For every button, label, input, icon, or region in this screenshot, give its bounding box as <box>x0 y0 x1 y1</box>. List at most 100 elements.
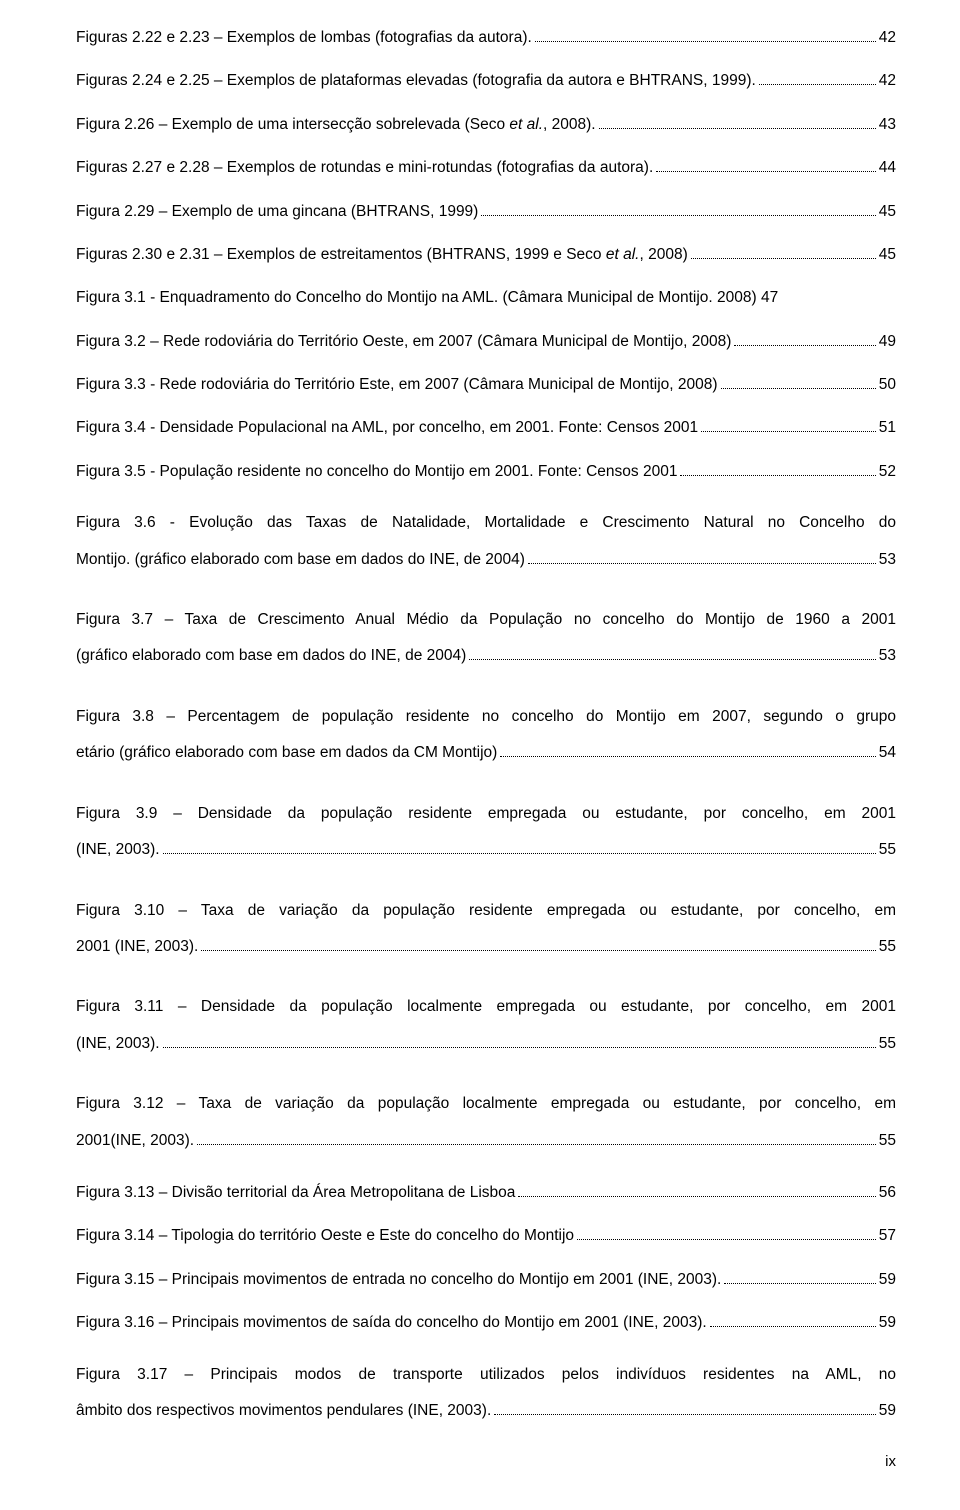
figure-entry-label: Figuras 2.24 e 2.25 – Exemplos de plataf… <box>76 71 756 90</box>
figure-entry-page: 43 <box>879 115 896 134</box>
figure-entry-page: 49 <box>879 332 896 351</box>
page-number-footer: ix <box>76 1453 896 1470</box>
figure-entry-page: 59 <box>879 1393 896 1429</box>
figure-entry-page: 42 <box>879 71 896 90</box>
leader-dots <box>599 116 876 129</box>
figure-entry-lastline: etário (gráfico elaborado com base em da… <box>76 735 896 771</box>
leader-dots <box>656 160 875 173</box>
figure-entry-page: 51 <box>879 418 896 437</box>
figure-entry-page: 56 <box>879 1183 896 1202</box>
figure-entry-page: 55 <box>879 1026 896 1062</box>
figure-entry-lastline: Montijo. (gráfico elaborado com base em … <box>76 542 896 578</box>
figure-entry-label: Figura 3.15 – Principais movimentos de e… <box>76 1270 721 1289</box>
leader-dots <box>500 745 875 758</box>
figure-entry-label: Figura 3.5 - População residente no conc… <box>76 462 677 481</box>
figure-entry-lead: Figura 3.17 – Principais modos de transp… <box>76 1357 896 1393</box>
figure-entry-label: Figura 3.1 - Enquadramento do Concelho d… <box>76 288 778 307</box>
figure-entry: Figura 3.6 - Evolução das Taxas de Natal… <box>76 505 896 578</box>
figure-entry-page: 53 <box>879 542 896 578</box>
figure-entry-page: 59 <box>879 1270 896 1289</box>
figure-entry-label: Figura 3.2 – Rede rodoviária do Territór… <box>76 332 731 351</box>
figure-entry: Figura 3.5 - População residente no conc… <box>76 462 896 481</box>
figure-entry-page: 55 <box>879 929 896 965</box>
figure-entry-lead: Figura 3.9 – Densidade da população resi… <box>76 796 896 832</box>
figure-entry-lastline: 2001(INE, 2003). 55 <box>76 1123 896 1159</box>
figure-entry-lastline: (INE, 2003). 55 <box>76 1026 896 1062</box>
figure-entry: Figura 2.26 – Exemplo de uma intersecção… <box>76 115 896 134</box>
figure-entry-page: 54 <box>879 735 896 771</box>
figure-entry: Figura 2.29 – Exemplo de uma gincana (BH… <box>76 202 896 221</box>
leader-dots <box>494 1402 875 1415</box>
figure-entry-page: 52 <box>879 462 896 481</box>
figure-entry-tail: 2001 (INE, 2003). <box>76 929 198 965</box>
figure-entry-label: Figuras 2.30 e 2.31 – Exemplos de estrei… <box>76 245 688 264</box>
figure-entry: Figura 3.7 – Taxa de Crescimento Anual M… <box>76 602 896 675</box>
leader-dots <box>469 648 875 661</box>
figure-entry-label: Figura 3.4 - Densidade Populacional na A… <box>76 418 698 437</box>
figure-entry-page: 55 <box>879 832 896 868</box>
figure-entry-lead: Figura 3.8 – Percentagem de população re… <box>76 699 896 735</box>
leader-dots <box>163 841 876 854</box>
figure-entry: Figuras 2.27 e 2.28 – Exemplos de rotund… <box>76 158 896 177</box>
figure-entry: Figura 3.8 – Percentagem de população re… <box>76 699 896 772</box>
figure-entry: Figura 3.11 – Densidade da população loc… <box>76 989 896 1062</box>
figure-entry: Figura 3.4 - Densidade Populacional na A… <box>76 418 896 437</box>
figure-entry-label: Figura 3.16 – Principais movimentos de s… <box>76 1313 707 1332</box>
figure-entry: Figura 3.15 – Principais movimentos de e… <box>76 1270 896 1289</box>
figure-entry-lead: Figura 3.11 – Densidade da população loc… <box>76 989 896 1025</box>
page-content: Figuras 2.22 e 2.23 – Exemplos de lombas… <box>0 0 960 1510</box>
leader-dots <box>724 1271 875 1284</box>
leader-dots <box>577 1228 876 1241</box>
figure-entry-page: 59 <box>879 1313 896 1332</box>
figure-entry-tail: Montijo. (gráfico elaborado com base em … <box>76 542 525 578</box>
leader-dots <box>680 463 875 476</box>
leader-dots <box>535 29 876 42</box>
leader-dots <box>721 376 876 389</box>
figure-entry-page: 44 <box>879 158 896 177</box>
figure-entry: Figura 3.3 - Rede rodoviária do Territór… <box>76 375 896 394</box>
leader-dots <box>481 203 875 216</box>
leader-dots <box>710 1315 876 1328</box>
leader-dots <box>518 1184 875 1197</box>
figure-entry: Figura 3.10 – Taxa de variação da popula… <box>76 893 896 966</box>
leader-dots <box>734 333 875 346</box>
figure-entry-label: Figura 2.29 – Exemplo de uma gincana (BH… <box>76 202 478 221</box>
figure-entry: Figuras 2.24 e 2.25 – Exemplos de plataf… <box>76 71 896 90</box>
figure-entry: Figura 3.9 – Densidade da população resi… <box>76 796 896 869</box>
figure-entry-page: 50 <box>879 375 896 394</box>
figure-entry-label: Figura 3.13 – Divisão territorial da Áre… <box>76 1183 515 1202</box>
figure-entry-lead: Figura 3.7 – Taxa de Crescimento Anual M… <box>76 602 896 638</box>
figure-entry-tail: âmbito dos respectivos movimentos pendul… <box>76 1393 491 1429</box>
figure-entry-tail: 2001(INE, 2003). <box>76 1123 194 1159</box>
figure-entry-lastline: (gráfico elaborado com base em dados do … <box>76 638 896 674</box>
figure-entry-tail: etário (gráfico elaborado com base em da… <box>76 735 497 771</box>
figure-entry-label: Figuras 2.27 e 2.28 – Exemplos de rotund… <box>76 158 653 177</box>
figure-entry-lead: Figura 3.6 - Evolução das Taxas de Natal… <box>76 505 896 541</box>
figure-entry: Figura 3.17 – Principais modos de transp… <box>76 1357 896 1430</box>
figure-entry: Figura 3.1 - Enquadramento do Concelho d… <box>76 288 896 307</box>
figure-entry-tail: (gráfico elaborado com base em dados do … <box>76 638 466 674</box>
figure-entry: Figuras 2.30 e 2.31 – Exemplos de estrei… <box>76 245 896 264</box>
figure-list: Figuras 2.22 e 2.23 – Exemplos de lombas… <box>76 28 896 1429</box>
leader-dots <box>197 1132 876 1145</box>
figure-entry: Figura 3.12 – Taxa de variação da popula… <box>76 1086 896 1159</box>
figure-entry-tail: (INE, 2003). <box>76 832 160 868</box>
figure-entry-page: 45 <box>879 245 896 264</box>
figure-entry: Figura 3.2 – Rede rodoviária do Territór… <box>76 332 896 351</box>
figure-entry-label: Figura 3.3 - Rede rodoviária do Territór… <box>76 375 718 394</box>
figure-entry-lastline: (INE, 2003). 55 <box>76 832 896 868</box>
figure-entry-page: 53 <box>879 638 896 674</box>
figure-entry: Figura 3.16 – Principais movimentos de s… <box>76 1313 896 1332</box>
leader-dots <box>163 1035 876 1048</box>
figure-entry: Figuras 2.22 e 2.23 – Exemplos de lombas… <box>76 28 896 47</box>
figure-entry-page: 57 <box>879 1226 896 1245</box>
leader-dots <box>528 551 876 564</box>
figure-entry-lead: Figura 3.10 – Taxa de variação da popula… <box>76 893 896 929</box>
figure-entry-label: Figuras 2.22 e 2.23 – Exemplos de lombas… <box>76 28 532 47</box>
figure-entry: Figura 3.14 – Tipologia do território Oe… <box>76 1226 896 1245</box>
figure-entry: Figura 3.13 – Divisão territorial da Áre… <box>76 1183 896 1202</box>
leader-dots <box>759 73 876 86</box>
leader-dots <box>691 246 876 259</box>
figure-entry-lead: Figura 3.12 – Taxa de variação da popula… <box>76 1086 896 1122</box>
leader-dots <box>701 420 876 433</box>
